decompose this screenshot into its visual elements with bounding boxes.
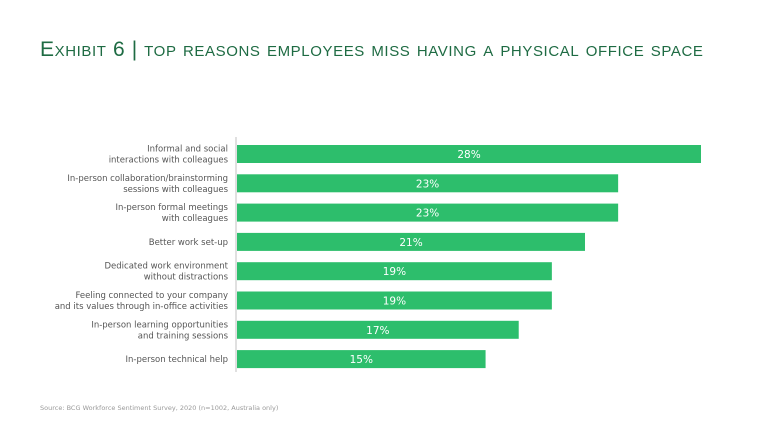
category-label-5: Feeling connected to your company and its… [55,291,229,312]
category-label-2: In-person formal meetings with colleagues [115,203,228,224]
category-label-line: In-person technical help [126,355,229,365]
category-label-line: In-person collaboration/brainstorming [67,174,228,184]
bar-3 [237,232,585,251]
bar-1 [237,174,619,193]
category-label-line: without distractions [144,273,229,283]
bar-value-label-7: 15% [350,354,373,366]
category-label-4: Dedicated work environment without distra… [105,262,229,283]
bar-value-label-2: 23% [416,208,439,220]
category-label-line: In-person formal meetings [115,203,228,213]
bar-6 [237,320,519,339]
bar-value-label-4: 19% [383,266,406,278]
category-label-line: In-person learning opportunities [91,320,228,330]
bar-value-label-1: 23% [416,178,439,190]
category-label-1: In-person collaboration/brainstorming ses… [67,174,228,195]
category-label-line: Feeling connected to your company [75,291,228,301]
category-label-7: In-person technical help [126,355,229,365]
chart-title: Exhibit 6 | top reasons employees miss h… [40,38,704,61]
bar-5 [237,291,552,310]
category-label-line: and its values through in-office activit… [55,302,229,312]
category-label-3: Better work set-up [149,238,228,248]
bar-2 [237,203,619,222]
bar-7 [237,350,486,369]
bar-value-label-0: 28% [457,149,480,161]
category-label-line: sessions with colleagues [123,185,228,195]
bar-0 [237,145,701,163]
category-label-line: Better work set-up [149,238,228,248]
bar-4 [237,262,552,281]
category-label-0: Informal and social interactions with col… [109,145,229,166]
category-label-6: In-person learning opportunities and trai… [91,320,228,341]
category-label-line: and training sessions [138,331,229,341]
bar-value-label-3: 21% [399,237,422,249]
category-label-line: Dedicated work environment [105,262,229,272]
bar-value-label-5: 19% [383,296,406,308]
source-note: Source: BCG Workforce Sentiment Survey, … [40,404,279,412]
category-label-line: Informal and social [147,145,228,155]
bar-value-label-6: 17% [366,325,389,337]
category-label-line: interactions with colleagues [109,156,229,166]
category-label-line: with colleagues [162,214,229,224]
